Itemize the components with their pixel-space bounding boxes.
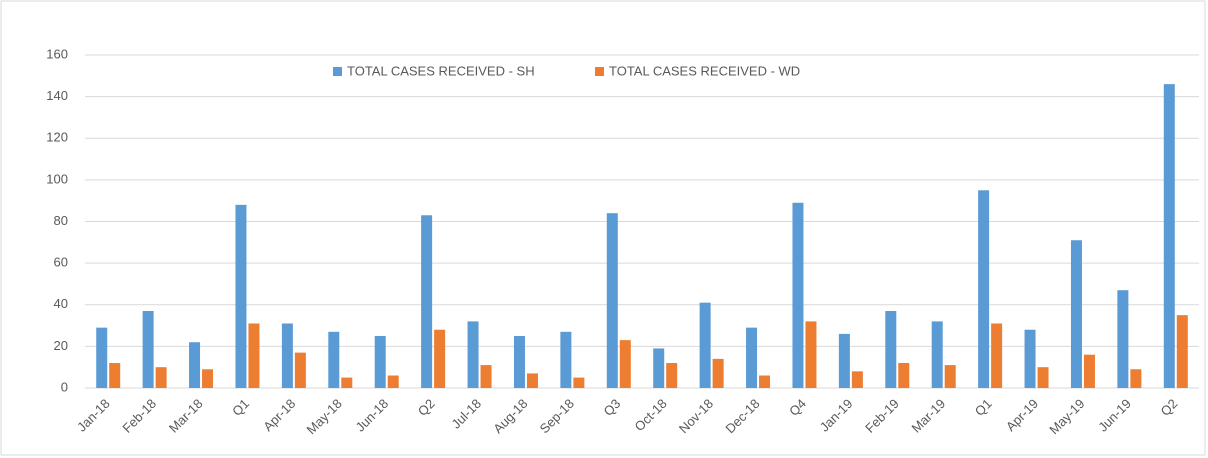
bar [759, 375, 771, 388]
bar [978, 190, 990, 388]
bar [944, 365, 956, 388]
bar [235, 204, 247, 388]
bar [328, 331, 340, 388]
bar [189, 342, 201, 388]
bar [898, 363, 910, 388]
bar [248, 323, 260, 388]
bar [421, 215, 433, 388]
bar [142, 310, 154, 388]
bar [1083, 354, 1095, 388]
bar [1037, 367, 1049, 388]
bar [838, 333, 850, 388]
bar [1024, 329, 1036, 388]
bar [792, 202, 804, 388]
bar [931, 321, 943, 388]
bar [1070, 240, 1082, 388]
bar [513, 335, 525, 388]
y-tick-label: 120 [46, 130, 68, 145]
y-tick-label: 160 [46, 46, 68, 61]
bar [341, 377, 353, 388]
bar [699, 302, 711, 388]
bar [606, 213, 618, 388]
bar [374, 335, 386, 388]
bar [885, 310, 897, 388]
bar [467, 321, 479, 388]
bar [434, 329, 446, 388]
bar [619, 340, 631, 388]
bar [109, 363, 121, 388]
y-tick-label: 60 [54, 255, 68, 270]
y-tick-label: 40 [54, 296, 68, 311]
bar [526, 373, 538, 388]
bar [1176, 315, 1188, 388]
y-tick-label: 20 [54, 338, 68, 353]
y-tick-label: 80 [54, 213, 68, 228]
y-tick-label: 0 [61, 379, 68, 394]
bar [480, 365, 492, 388]
legend-label: TOTAL CASES RECEIVED - WD [609, 63, 800, 78]
bar [387, 375, 399, 388]
bar [746, 327, 758, 388]
bar [560, 331, 572, 388]
bar [1163, 84, 1175, 388]
y-tick-label: 100 [46, 171, 68, 186]
legend-label: TOTAL CASES RECEIVED - SH [347, 63, 535, 78]
bar [712, 358, 724, 388]
legend-swatch [595, 67, 604, 76]
bar [991, 323, 1003, 388]
bar [666, 363, 678, 388]
bar [294, 352, 306, 388]
bar [96, 327, 108, 388]
legend-swatch [333, 67, 342, 76]
y-tick-label: 140 [46, 88, 68, 103]
bar [155, 367, 167, 388]
bar [281, 323, 293, 388]
bar [851, 371, 863, 388]
bar [805, 321, 817, 388]
bar [1117, 290, 1129, 388]
bar [202, 369, 214, 388]
bar [1130, 369, 1142, 388]
bar [653, 348, 665, 388]
bar [573, 377, 585, 388]
